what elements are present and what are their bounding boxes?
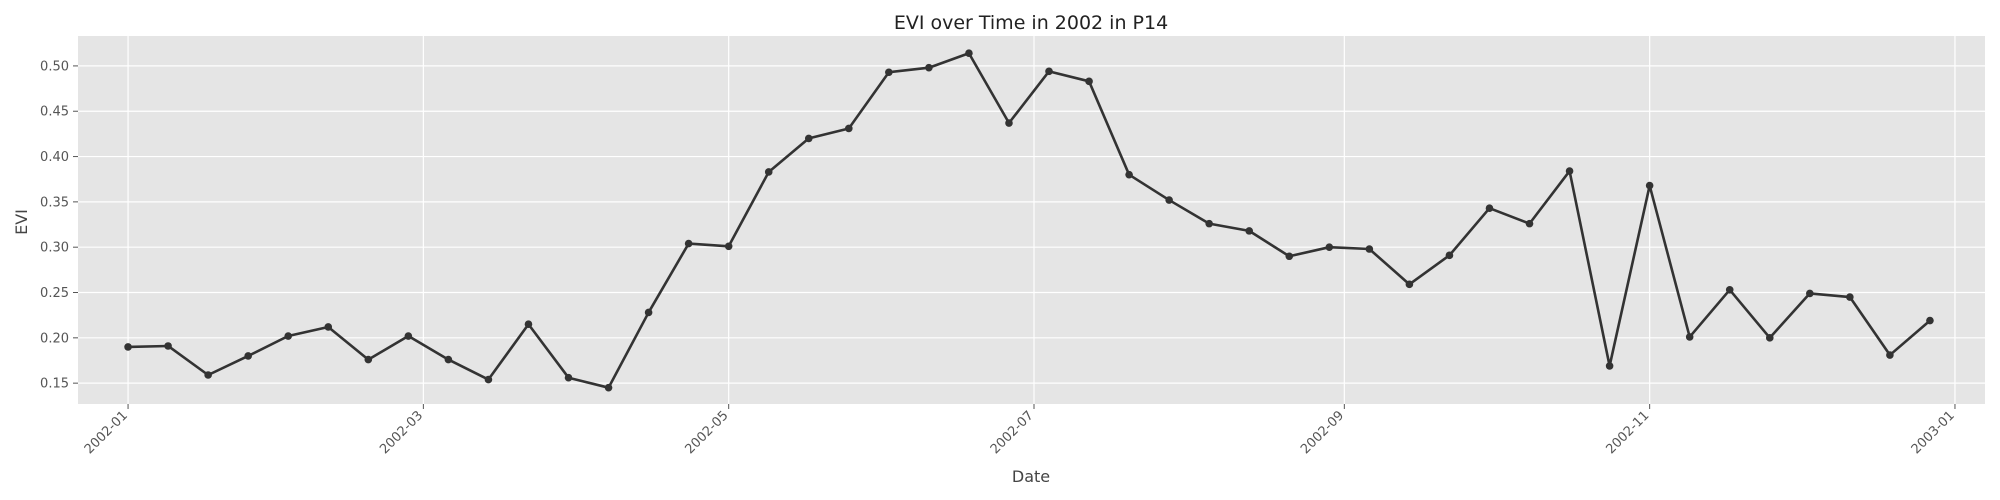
data-point xyxy=(1565,167,1574,175)
data-point xyxy=(1125,170,1133,179)
data-point xyxy=(1645,181,1654,190)
y-tick-label: 0.50 xyxy=(40,59,69,74)
y-axis-label: EVI xyxy=(12,209,31,235)
x-tick-label: 2002-01 xyxy=(82,408,131,457)
grid-lines xyxy=(78,36,1985,404)
x-tick-label: 2002-05 xyxy=(682,408,731,457)
data-point xyxy=(644,308,653,317)
data-point xyxy=(885,68,893,77)
data-point xyxy=(604,383,613,392)
x-tick-label: 2002-03 xyxy=(377,408,426,457)
data-point xyxy=(1005,119,1013,127)
data-point xyxy=(1405,280,1414,289)
y-tick-label: 0.40 xyxy=(40,150,69,165)
data-point xyxy=(804,134,813,143)
data-point xyxy=(484,375,493,384)
x-tick-label: 2003-01 xyxy=(1909,408,1958,457)
data-point xyxy=(1485,204,1494,213)
data-point xyxy=(1085,77,1093,86)
x-tick-label: 2002-07 xyxy=(988,408,1037,457)
data-point xyxy=(1926,316,1934,325)
data-point xyxy=(1205,219,1213,228)
chart-title: EVI over Time in 2002 in P14 xyxy=(894,12,1168,34)
data-point xyxy=(564,373,573,382)
data-point xyxy=(724,242,733,251)
y-tick-label: 0.35 xyxy=(40,195,69,210)
data-point xyxy=(1806,289,1814,298)
data-point xyxy=(1045,67,1053,76)
data-point xyxy=(845,124,853,133)
data-point xyxy=(1846,293,1854,301)
data-point xyxy=(1245,227,1254,235)
data-point xyxy=(1165,196,1173,204)
data-point xyxy=(1605,362,1614,370)
y-tick-label: 0.45 xyxy=(40,105,69,120)
data-point xyxy=(1325,243,1334,251)
data-point xyxy=(244,352,252,360)
evi-series-line xyxy=(128,51,1931,389)
data-point xyxy=(1765,334,1774,342)
data-point xyxy=(524,320,533,329)
x-axis-label: Date xyxy=(1012,467,1050,486)
data-point xyxy=(124,343,132,351)
y-tick-label: 0.25 xyxy=(40,286,69,301)
series-layer xyxy=(124,49,1934,392)
data-point xyxy=(1886,351,1894,359)
data-point xyxy=(284,332,293,340)
data-point xyxy=(1365,245,1374,253)
data-point xyxy=(164,342,172,350)
y-tick-label: 0.15 xyxy=(40,377,69,392)
data-point xyxy=(1285,252,1294,261)
data-point xyxy=(1725,285,1734,294)
data-point xyxy=(1445,251,1454,260)
x-tick-label: 2002-11 xyxy=(1603,408,1652,457)
data-point xyxy=(925,63,933,72)
data-point xyxy=(764,168,773,176)
data-point xyxy=(444,355,453,364)
y-tick-label: 0.30 xyxy=(40,241,69,256)
y-tick-label: 0.20 xyxy=(40,331,69,346)
data-point xyxy=(364,355,373,364)
data-point xyxy=(204,371,212,379)
plot-area xyxy=(78,36,1985,404)
data-point xyxy=(324,323,333,331)
data-point xyxy=(1525,219,1534,228)
x-tick-label: 2002-09 xyxy=(1298,408,1347,457)
data-point xyxy=(404,332,413,340)
data-point xyxy=(965,49,973,58)
data-point xyxy=(684,239,693,248)
data-point xyxy=(1685,333,1694,341)
